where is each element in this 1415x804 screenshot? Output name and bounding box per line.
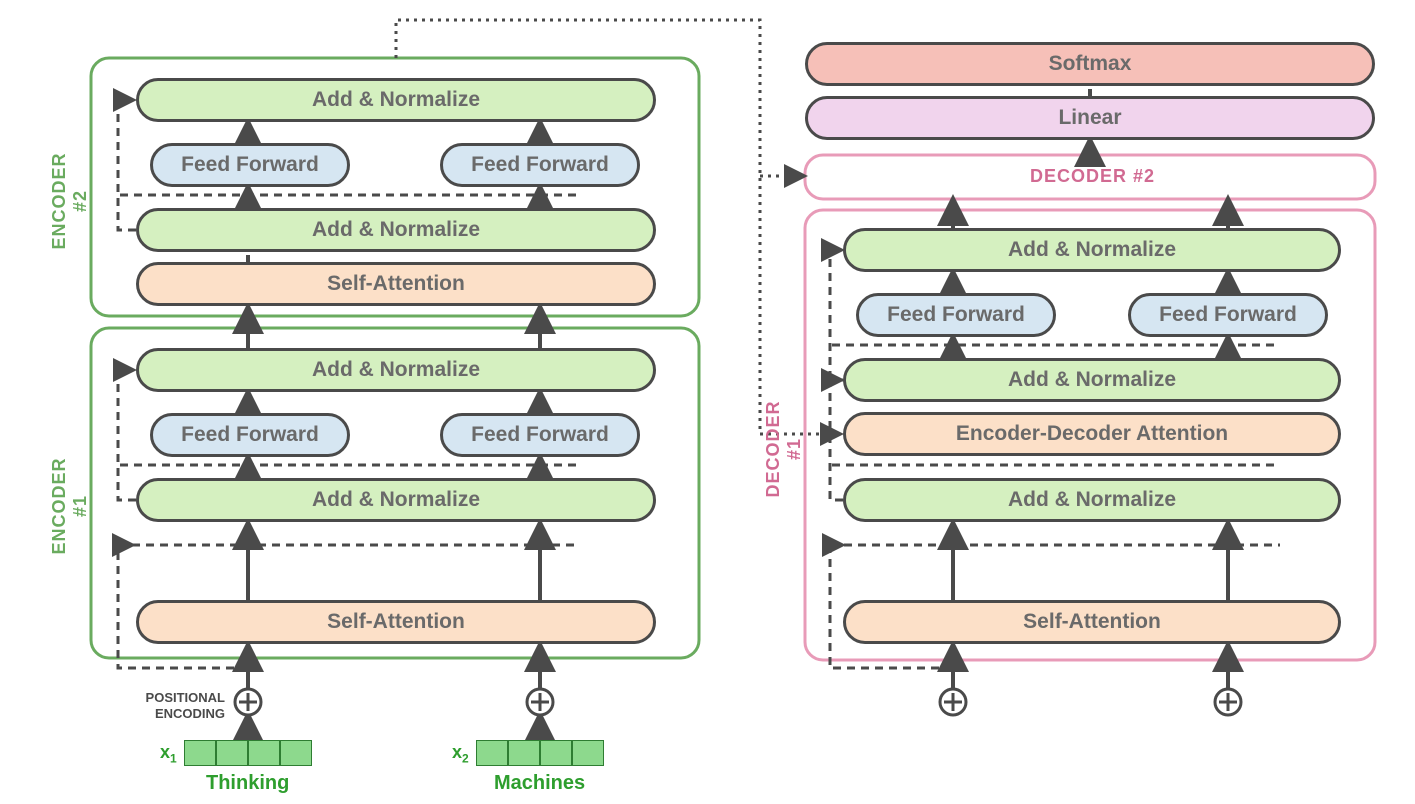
decoder2-label: DECODER #2	[1030, 166, 1155, 187]
token-vec-1	[184, 740, 312, 766]
dec-softmax: Softmax	[805, 42, 1375, 86]
enc2-addnorm-bottom: Add & Normalize	[136, 208, 656, 252]
enc2-selfattn: Self-Attention	[136, 262, 656, 306]
enc2-ff-left: Feed Forward	[150, 143, 350, 187]
token-label-2: Machines	[494, 772, 585, 795]
dec1-addnorm-mid: Add & Normalize	[843, 358, 1341, 402]
enc1-selfattn: Self-Attention	[136, 600, 656, 644]
dec1-addnorm-bottom: Add & Normalize	[843, 478, 1341, 522]
enc1-ff-right: Feed Forward	[440, 413, 640, 457]
encoder2-label: ENCODER #2	[49, 141, 91, 261]
encoder1-label: ENCODER #1	[49, 446, 91, 566]
dec1-selfattn: Self-Attention	[843, 600, 1341, 644]
plus-icon-dec-2	[1215, 689, 1241, 715]
plus-icon-dec-1	[940, 689, 966, 715]
decoder1-label: DECODER #1	[763, 389, 805, 509]
dec1-ff-left: Feed Forward	[856, 293, 1056, 337]
token-vec-2	[476, 740, 604, 766]
enc1-ff-left: Feed Forward	[150, 413, 350, 457]
token-x2: x2	[452, 742, 469, 766]
dec-linear: Linear	[805, 96, 1375, 140]
token-label-1: Thinking	[206, 772, 289, 795]
token-x1: x1	[160, 742, 177, 766]
enc2-ff-right: Feed Forward	[440, 143, 640, 187]
enc1-addnorm-top: Add & Normalize	[136, 348, 656, 392]
plus-icon-enc-1	[235, 689, 261, 715]
dec1-ff-right: Feed Forward	[1128, 293, 1328, 337]
dec1-encdecattn: Encoder-Decoder Attention	[843, 412, 1341, 456]
enc2-addnorm-top: Add & Normalize	[136, 78, 656, 122]
plus-icon-enc-2	[527, 689, 553, 715]
positional-encoding-label: POSITIONAL ENCODING	[125, 690, 225, 721]
enc1-addnorm-bottom: Add & Normalize	[136, 478, 656, 522]
dec1-addnorm-top: Add & Normalize	[843, 228, 1341, 272]
